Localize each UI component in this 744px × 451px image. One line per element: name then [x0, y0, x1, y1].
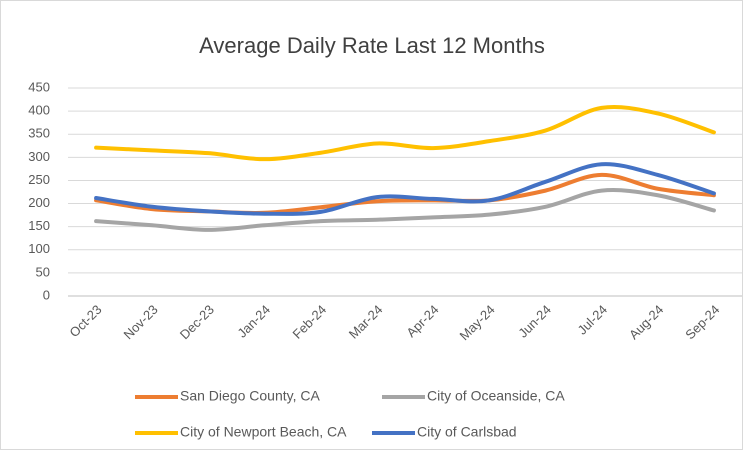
legend-label: City of Newport Beach, CA: [180, 424, 347, 440]
y-tick-label: 0: [43, 287, 50, 302]
legend-label: City of Carlsbad: [417, 424, 517, 440]
y-tick-label: 400: [28, 103, 50, 118]
y-tick-label: 350: [28, 126, 50, 141]
y-tick-label: 100: [28, 241, 50, 256]
series-line: [94, 188, 716, 232]
chart-title: Average Daily Rate Last 12 Months: [199, 33, 545, 58]
y-tick-label: 450: [28, 79, 50, 94]
y-tick-label: 200: [28, 195, 50, 210]
y-tick-label: 50: [36, 264, 50, 279]
series-line: [94, 162, 716, 216]
legend-label: City of Oceanside, CA: [427, 388, 565, 404]
y-tick-label: 150: [28, 218, 50, 233]
series-line: [94, 104, 716, 162]
legend-label: San Diego County, CA: [180, 388, 320, 404]
y-tick-label: 300: [28, 149, 50, 164]
y-tick-label: 250: [28, 172, 50, 187]
